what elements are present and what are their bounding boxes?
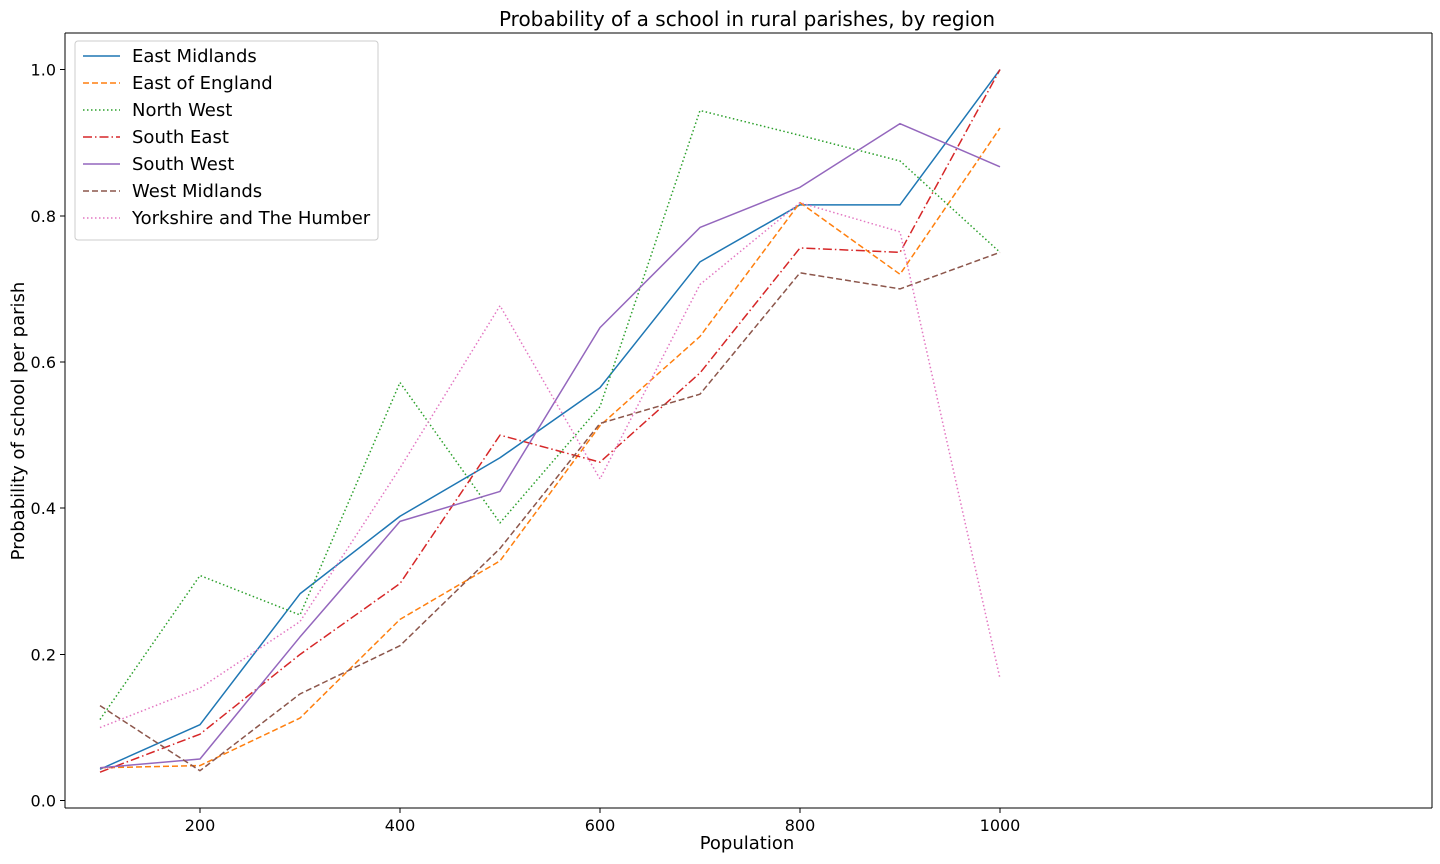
legend-label: East Midlands [132, 46, 257, 67]
y-tick-label: 0.0 [31, 792, 56, 811]
y-tick-label: 0.8 [31, 207, 56, 226]
series-line-east-of-england [99, 127, 1001, 769]
plot-series-group [99, 69, 1001, 773]
legend-label: South West [132, 154, 234, 175]
legend-label: North West [132, 100, 232, 121]
x-tick-label: 800 [785, 816, 816, 835]
series-line-north-west [99, 109, 1001, 720]
x-axis-title: Population [700, 833, 795, 854]
x-tick-label: 1000 [980, 816, 1021, 835]
legend-label: West Midlands [132, 181, 262, 202]
y-tick-label: 0.4 [31, 499, 56, 518]
y-tick-label: 1.0 [31, 61, 56, 80]
legend-box [74, 40, 379, 241]
series-line-south-east [99, 69, 1001, 773]
legend: East Midlands East of England North West So… [74, 40, 379, 241]
legend-label: South East [132, 127, 229, 148]
series-line-south-west [99, 122, 1001, 769]
x-axis-ticks: 200 400 600 800 1000 [185, 808, 1021, 835]
y-axis-ticks: 0.0 0.2 0.4 0.6 0.8 1.0 [31, 61, 65, 811]
legend-label: East of England [132, 73, 273, 94]
y-axis-title: Probability of school per parish [8, 282, 29, 561]
x-tick-label: 600 [585, 816, 616, 835]
series-line-east-midlands [99, 69, 1001, 770]
chart-title: Probability of a school in rural parishe… [499, 7, 995, 31]
x-tick-label: 200 [185, 816, 216, 835]
x-tick-label: 400 [385, 816, 416, 835]
plot-frame [64, 32, 1433, 809]
legend-label: Yorkshire and The Humber [131, 208, 371, 229]
series-line-west-midlands [99, 251, 1001, 772]
y-tick-label: 0.6 [31, 353, 56, 372]
y-tick-label: 0.2 [31, 645, 56, 664]
